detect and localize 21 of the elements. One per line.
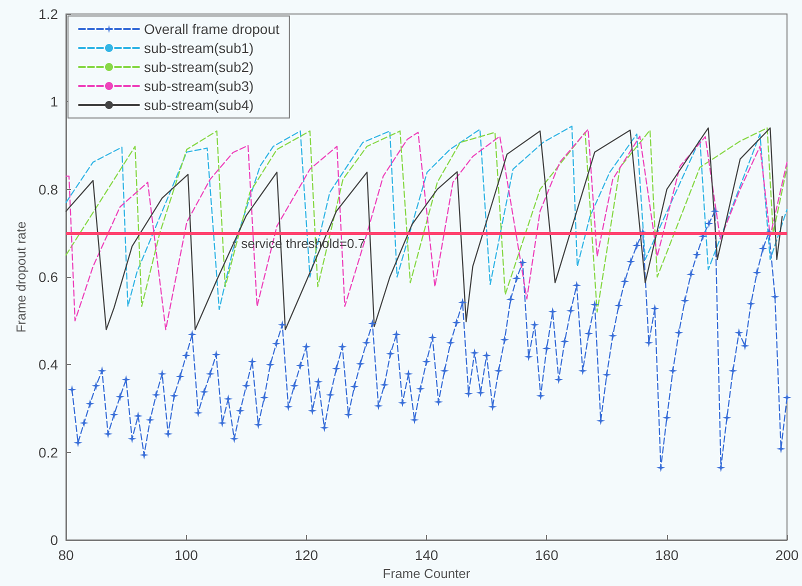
legend-label: sub-stream(sub4) [144,97,254,113]
x-tick-label: 180 [655,547,679,563]
x-tick-label: 80 [58,547,74,563]
y-tick-label: 1 [50,94,58,110]
y-tick-label: 0.4 [38,356,58,373]
y-tick-label: 0.8 [38,181,58,198]
y-tick-label: 1.2 [38,6,58,22]
y-axis-title: Frame dropout rate [14,221,29,333]
legend-label: sub-stream(sub3) [144,78,254,94]
x-tick-label: 120 [294,547,318,563]
x-tick-label: 160 [534,547,559,563]
y-tick-label: 0.6 [38,269,58,285]
x-tick-label: 100 [174,547,198,563]
x-tick-label: 140 [414,547,438,563]
x-axis-title: Frame Counter [382,566,471,581]
legend-label: sub-stream(sub1) [144,40,254,56]
y-tick-label: 0 [50,532,58,548]
legend-label: Overall frame dropout [144,21,280,37]
x-tick-label: 200 [775,547,799,563]
legend-label: sub-stream(sub2) [144,59,254,75]
y-tick-label: 0.2 [38,444,58,460]
